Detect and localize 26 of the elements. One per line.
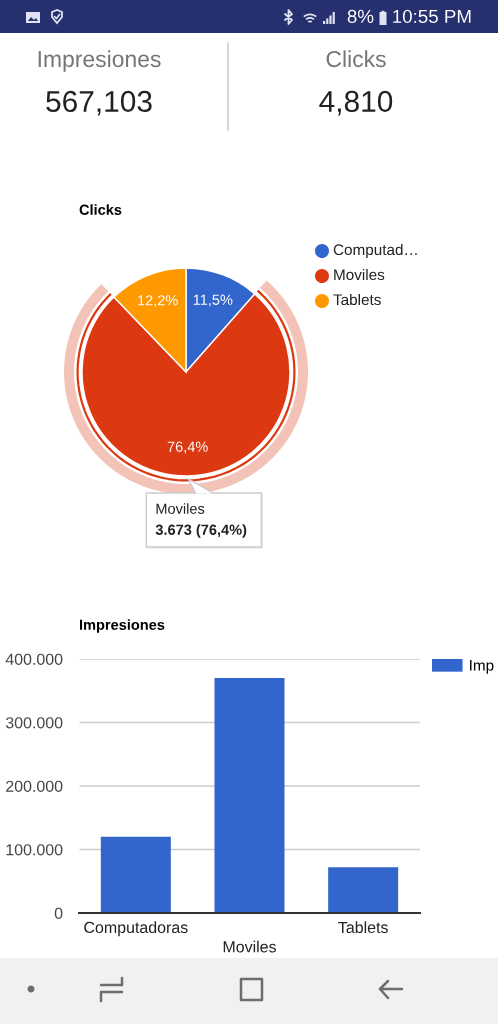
legend-label: Moviles: [334, 268, 385, 281]
bar: [214, 678, 285, 913]
text: 567,103: [46, 90, 152, 116]
data-label: 76,4%: [167, 441, 208, 454]
text: 3.673 (76,4%): [155, 524, 247, 538]
slice-label: Moviles: [156, 503, 205, 514]
text: 10:55 PM: [393, 9, 471, 24]
data-label: 12,2%: [138, 295, 178, 308]
y-tick-label: 100.000: [6, 844, 63, 856]
y-tick-label: 400.000: [5, 653, 63, 665]
legend-label: Imp: [470, 660, 494, 674]
legend-label: Tablets: [333, 293, 381, 306]
chart-title: Impresiones: [79, 619, 165, 633]
y-tick-label: 0: [54, 907, 63, 919]
bar: [100, 836, 171, 913]
text: Impresiones: [38, 50, 161, 72]
legend-label: Computad…: [333, 243, 417, 259]
chart-title: Clicks: [79, 204, 122, 215]
y-tick-label: 200.000: [6, 780, 63, 792]
text: 4,810: [319, 90, 393, 116]
text: 8%: [347, 9, 374, 24]
bar: [328, 867, 399, 913]
x-tick-label: Computadoras: [84, 921, 188, 937]
text: Clicks: [326, 50, 386, 68]
data-label: 11,5%: [193, 294, 233, 307]
y-tick-label: 300.000: [5, 717, 63, 729]
